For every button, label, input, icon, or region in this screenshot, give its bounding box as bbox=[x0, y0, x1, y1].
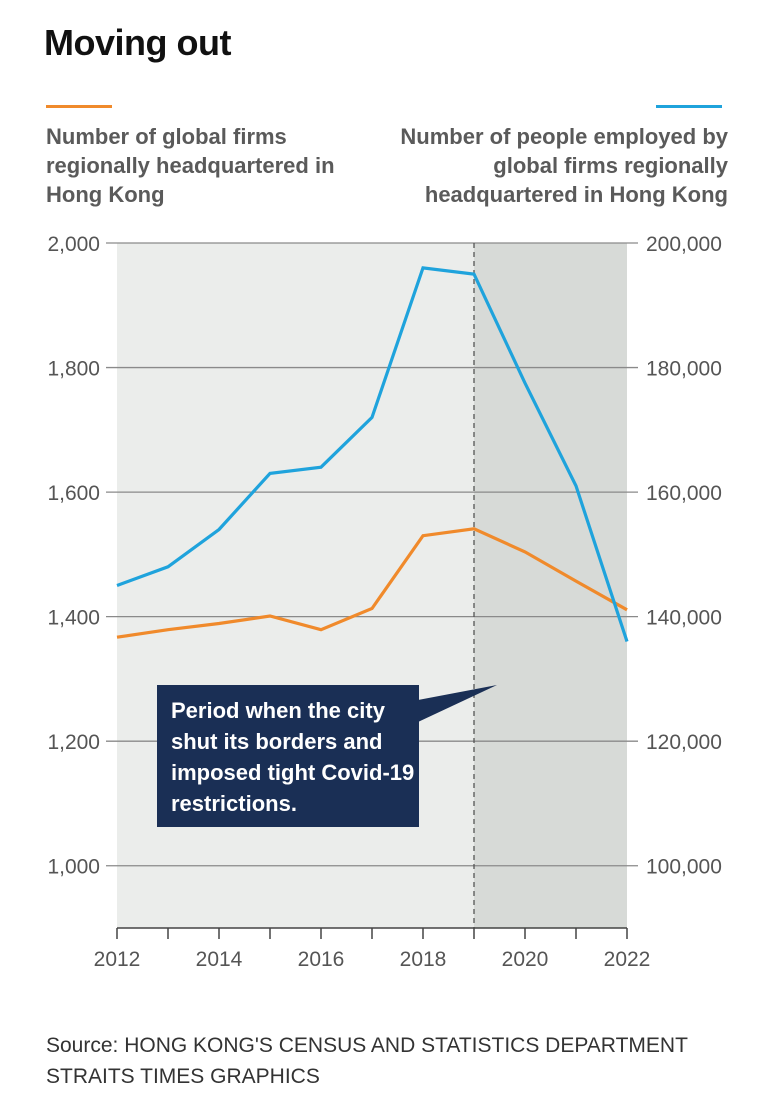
x-axis-tick-label: 2018 bbox=[400, 948, 447, 971]
x-axis-tick-label: 2016 bbox=[298, 948, 345, 971]
x-axis-tick-label: 2022 bbox=[604, 948, 651, 971]
left-axis-tick-label: 1,200 bbox=[47, 731, 100, 754]
source-line-1: Source: HONG KONG'S CENSUS AND STATISTIC… bbox=[46, 1034, 688, 1057]
chart-title: Moving out bbox=[44, 22, 231, 63]
left-axis-tick-label: 1,400 bbox=[47, 607, 100, 630]
left-axis-tick-label: 1,000 bbox=[47, 856, 100, 879]
right-axis-tick-label: 180,000 bbox=[646, 358, 722, 381]
legend-right-swatch bbox=[656, 105, 722, 108]
annotation-text: Period when the city shut its borders an… bbox=[171, 698, 415, 816]
covid-period-shading bbox=[474, 243, 627, 928]
left-axis-tick-label: 1,600 bbox=[47, 482, 100, 505]
right-axis-tick-label: 140,000 bbox=[646, 607, 722, 630]
annotation-pointer bbox=[418, 685, 497, 722]
source-line-2: STRAITS TIMES GRAPHICS bbox=[46, 1065, 320, 1088]
right-axis-tick-label: 120,000 bbox=[646, 731, 722, 754]
left-axis-tick-label: 1,800 bbox=[47, 358, 100, 381]
legend-right-label: Number of people employed by global firm… bbox=[400, 124, 728, 207]
right-axis-tick-label: 200,000 bbox=[646, 233, 722, 256]
left-axis-tick-label: 2,000 bbox=[47, 233, 100, 256]
annotation-box: Period when the city shut its borders an… bbox=[157, 685, 419, 827]
x-axis-tick-label: 2020 bbox=[502, 948, 549, 971]
right-axis-tick-label: 160,000 bbox=[646, 482, 722, 505]
x-axis-tick-label: 2014 bbox=[196, 948, 243, 971]
right-axis-tick-label: 100,000 bbox=[646, 856, 722, 879]
x-axis-tick-label: 2012 bbox=[94, 948, 141, 971]
source-note: Source: HONG KONG'S CENSUS AND STATISTIC… bbox=[46, 1030, 688, 1092]
legend-left-label: Number of global firms regionally headqu… bbox=[46, 124, 335, 207]
legend-left-swatch bbox=[46, 105, 112, 108]
